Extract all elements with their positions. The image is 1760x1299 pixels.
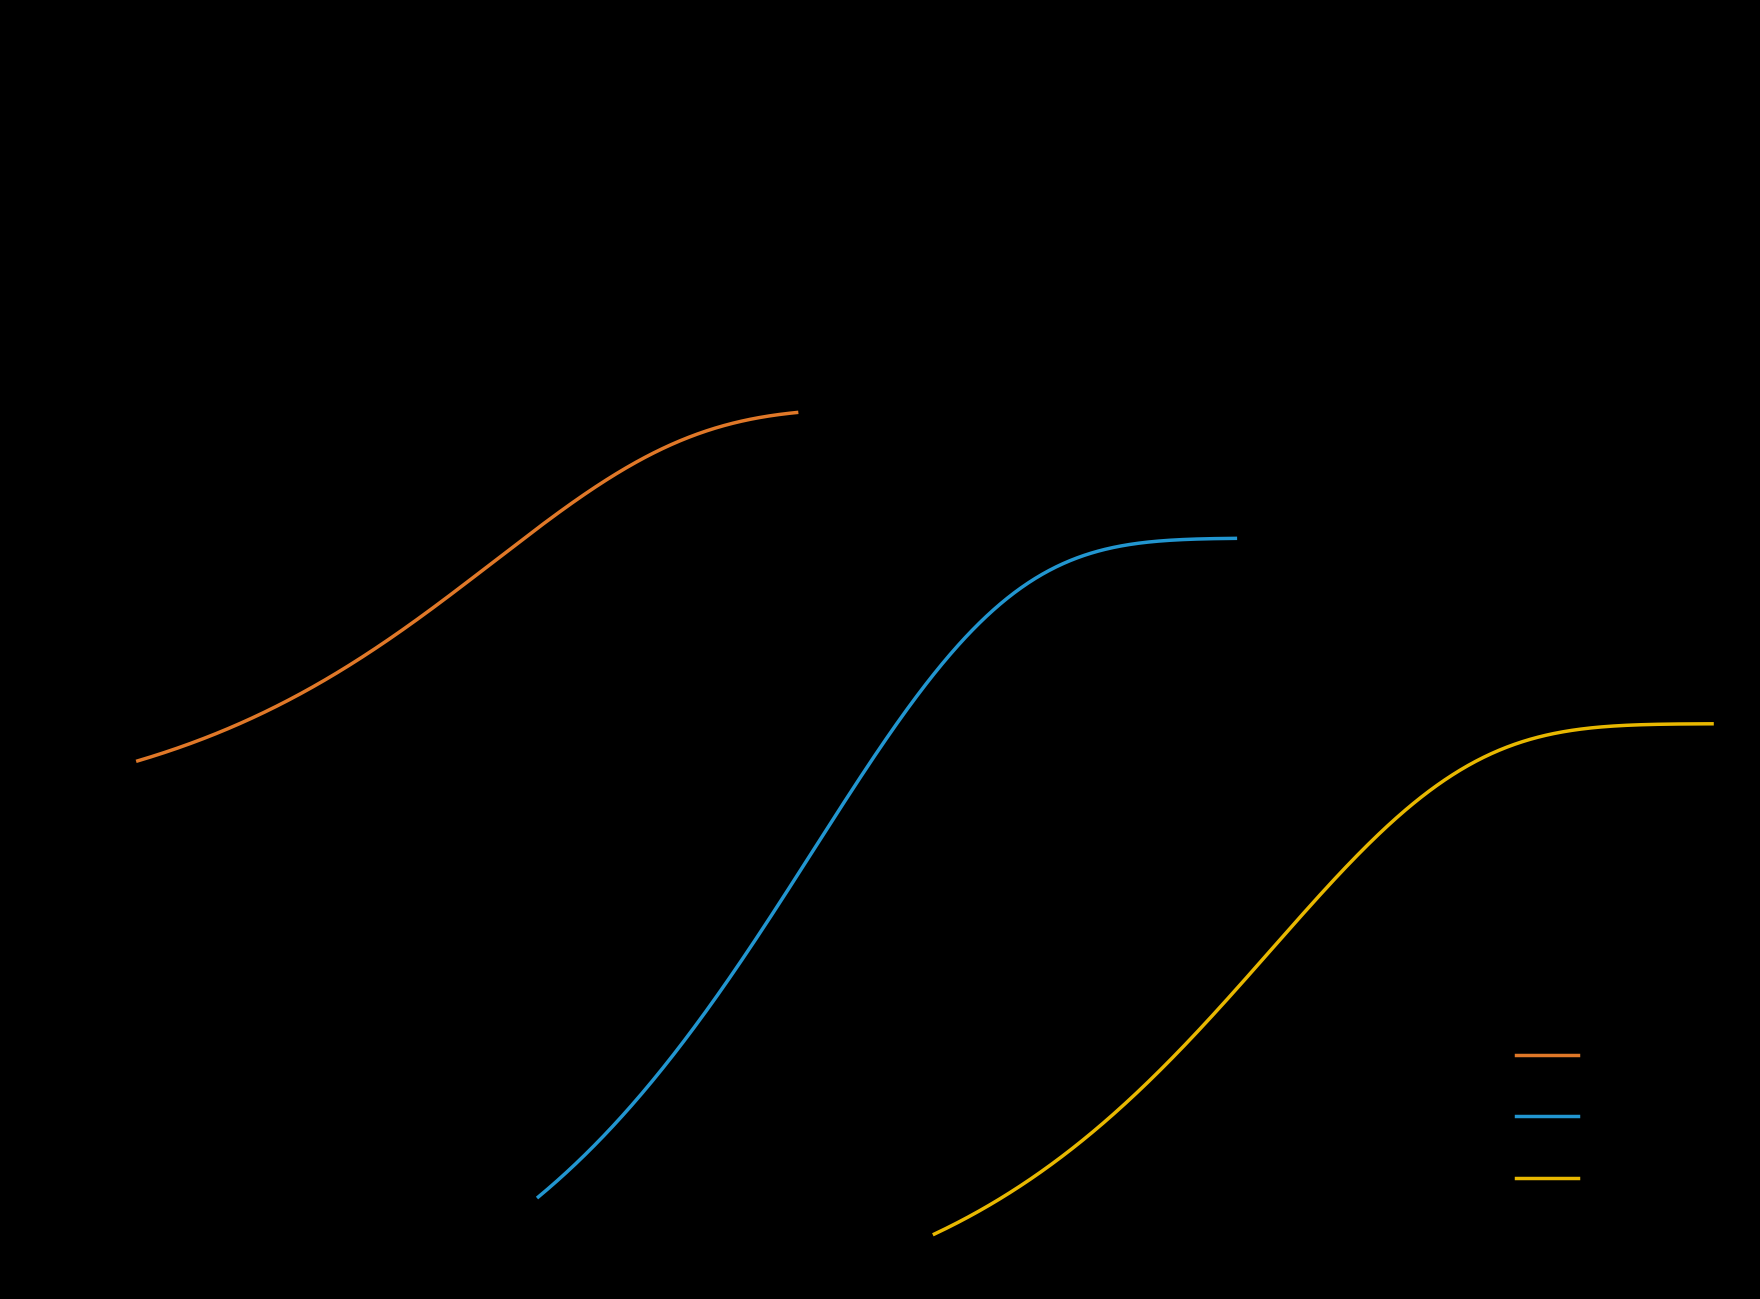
- 1 s⁻¹: [1052, 556, 1074, 572]
- 10 s⁻¹: [787, 405, 808, 421]
- 10 s⁻¹: [297, 682, 319, 698]
- 10 s⁻¹: [426, 598, 447, 613]
- 10 s⁻¹: [516, 529, 537, 544]
- 10 s⁻¹: [623, 456, 644, 472]
- Line: 10 s⁻¹: 10 s⁻¹: [137, 413, 797, 761]
- 0.1 s⁻¹: [1061, 1141, 1082, 1156]
- 1 s⁻¹: [993, 594, 1014, 609]
- 0.1 s⁻¹: [1510, 735, 1531, 751]
- 1 s⁻¹: [528, 1189, 549, 1204]
- 0.1 s⁻¹: [1276, 925, 1297, 940]
- Line: 1 s⁻¹: 1 s⁻¹: [539, 538, 1236, 1196]
- 10 s⁻¹: [245, 709, 266, 725]
- 10 s⁻¹: [127, 753, 148, 769]
- 1 s⁻¹: [843, 779, 864, 795]
- 1 s⁻¹: [938, 648, 959, 664]
- Line: 0.1 s⁻¹: 0.1 s⁻¹: [935, 724, 1712, 1234]
- 0.1 s⁻¹: [1125, 1087, 1146, 1103]
- 1 s⁻¹: [1225, 530, 1246, 546]
- 1 s⁻¹: [708, 987, 729, 1003]
- Legend: 10 s⁻¹, 1 s⁻¹, 0.1 s⁻¹: 10 s⁻¹, 1 s⁻¹, 0.1 s⁻¹: [1485, 1015, 1712, 1221]
- 0.1 s⁻¹: [1702, 716, 1723, 731]
- 0.1 s⁻¹: [1382, 813, 1403, 829]
- 0.1 s⁻¹: [1443, 766, 1464, 782]
- 0.1 s⁻¹: [924, 1226, 945, 1242]
- 10 s⁻¹: [567, 491, 588, 507]
- 1 s⁻¹: [651, 1061, 672, 1077]
